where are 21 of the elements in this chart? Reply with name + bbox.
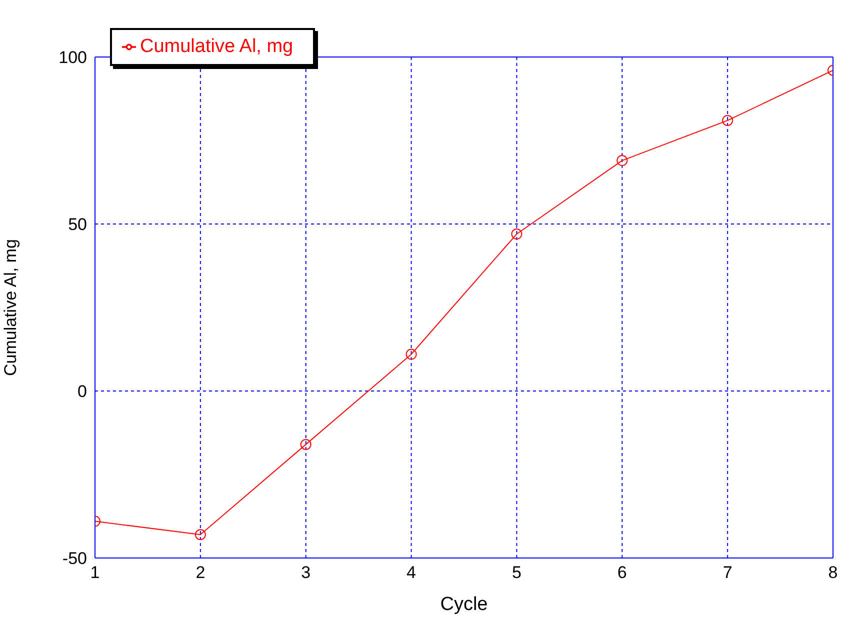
point [406, 348, 417, 360]
point [194, 529, 206, 540]
y-tick-label: -50 [62, 549, 87, 568]
legend-label: Cumulative Al, mg [140, 36, 294, 57]
point [616, 155, 628, 166]
x-tick-label: 1 [90, 563, 100, 582]
point [300, 438, 312, 450]
x-tick-label: 8 [828, 563, 838, 582]
point [722, 114, 734, 126]
x-tick-label: 5 [512, 563, 522, 582]
x-axis-title: Cycle [440, 594, 488, 615]
y-tick-label: 0 [78, 382, 87, 402]
y-tick-label: 50 [68, 215, 87, 234]
x-tick-label: 4 [406, 563, 416, 582]
x-tick-label: 7 [722, 563, 732, 582]
x-tick-label: 6 [617, 563, 627, 582]
x-tick-label: 3 [301, 563, 311, 582]
point [511, 228, 522, 240]
y-tick-label: 100 [58, 48, 87, 68]
x-tick-label: 2 [196, 563, 206, 582]
y-axis-title: Cumulative Al, mg [1, 239, 20, 376]
